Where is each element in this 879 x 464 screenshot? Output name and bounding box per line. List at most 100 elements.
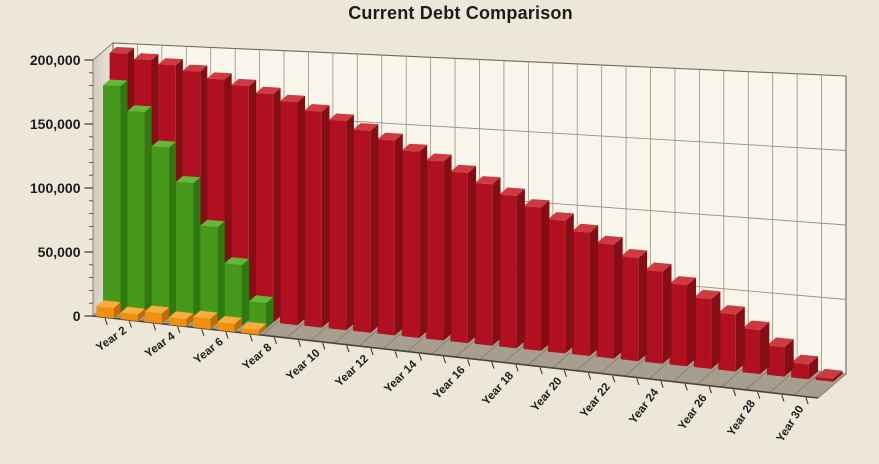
orange-series-bar-year-7 xyxy=(241,321,267,335)
red-series-bar-year-13 xyxy=(401,143,428,338)
x-tick xyxy=(636,378,640,386)
bar-front-face xyxy=(450,171,468,344)
bar-top-face xyxy=(224,257,250,266)
bar-front-face xyxy=(217,322,235,332)
bar-side-face xyxy=(443,154,452,341)
floor-right-edge xyxy=(817,373,847,399)
bar-side-face xyxy=(638,250,648,362)
x-tick xyxy=(660,381,664,388)
bar-side-face xyxy=(248,79,257,320)
x-tick xyxy=(708,386,712,394)
red-series-bar-year-24 xyxy=(669,276,696,367)
bar-front-face xyxy=(474,183,493,346)
bar-top-face xyxy=(547,212,574,221)
bar-front-face xyxy=(175,182,194,321)
bar-side-face xyxy=(589,225,599,356)
bar-top-face xyxy=(158,58,183,66)
bar-front-face xyxy=(200,225,218,324)
bar-front-face xyxy=(377,139,395,336)
bar-top-face xyxy=(693,289,721,300)
red-series-bar-year-26 xyxy=(718,305,745,372)
red-series-bar-year-11 xyxy=(353,123,379,333)
green-series-bar-year-4 xyxy=(175,176,201,321)
x-tick xyxy=(273,337,277,345)
bar-side-face xyxy=(273,87,281,323)
bar-top-face xyxy=(450,164,477,173)
bar-top-face xyxy=(499,187,525,196)
red-series-bar-year-14 xyxy=(426,153,452,341)
bar-front-face xyxy=(620,256,639,362)
bar-top-face xyxy=(200,219,225,228)
bar-top-face xyxy=(217,316,242,325)
y-tick-label: 100,000 xyxy=(30,180,81,196)
bar-top-face xyxy=(103,79,128,87)
bar-front-face xyxy=(499,194,517,349)
bar-side-face xyxy=(144,106,152,316)
green-series-bar-year-1 xyxy=(103,79,128,313)
orange-series-bar-year-5 xyxy=(193,310,218,330)
bar-side-face xyxy=(565,213,574,354)
x-tick xyxy=(177,326,181,334)
bar-front-face xyxy=(426,160,444,341)
bar-top-face xyxy=(151,140,176,148)
bar-top-face xyxy=(96,300,121,309)
y-tick-label: 200,000 xyxy=(30,52,81,68)
bar-side-face xyxy=(346,114,354,331)
x-tick xyxy=(684,383,688,391)
bar-side-face xyxy=(224,73,232,318)
red-series-bar-year-23 xyxy=(645,262,672,364)
bar-side-face xyxy=(833,370,843,382)
bar-side-face xyxy=(808,356,819,380)
green-series-bar-year-6 xyxy=(224,257,250,326)
bar-top-face xyxy=(255,86,281,95)
green-series-bar-year-3 xyxy=(151,140,176,318)
red-series-bar-year-18 xyxy=(523,199,550,351)
bar-top-face xyxy=(669,276,696,286)
bar-front-face xyxy=(596,243,614,359)
bar-side-face xyxy=(394,133,403,336)
bar-top-face xyxy=(241,321,267,331)
bar-top-face xyxy=(207,72,232,80)
bar-top-face xyxy=(572,223,599,233)
orange-series-bar-year-6 xyxy=(217,316,242,332)
bar-front-face xyxy=(523,206,541,351)
floor xyxy=(93,299,846,398)
x-tick xyxy=(563,370,567,377)
orange-series-bar-year-3 xyxy=(144,305,170,324)
x-tick xyxy=(394,350,398,358)
bar-front-face xyxy=(224,263,242,326)
x-tick xyxy=(539,367,543,375)
bar-top-face xyxy=(596,235,623,245)
bar-side-face xyxy=(492,177,501,346)
bar-side-face xyxy=(760,322,770,375)
red-series-bar-year-12 xyxy=(377,132,403,336)
bar-front-face xyxy=(127,111,145,316)
bar-side-face xyxy=(541,200,550,351)
green-series-bar-year-7 xyxy=(248,295,274,329)
bar-front-face xyxy=(791,362,809,380)
x-tick xyxy=(587,372,592,380)
bar-front-face xyxy=(120,312,138,322)
bar-front-face xyxy=(248,301,266,329)
bar-front-face xyxy=(401,150,420,338)
x-tick xyxy=(346,345,350,353)
bar-top-face xyxy=(377,132,403,141)
bar-top-face xyxy=(645,262,672,272)
bar-top-face xyxy=(134,53,159,60)
y-tick-label: 50,000 xyxy=(38,244,81,260)
bar-front-face xyxy=(718,312,736,372)
x-tick xyxy=(104,318,108,326)
bar-side-face xyxy=(120,80,128,313)
bar-front-face xyxy=(693,297,712,369)
bar-side-face xyxy=(614,237,623,359)
bar-front-face xyxy=(304,110,322,328)
x-tick xyxy=(370,348,374,356)
chart-title: Current Debt Comparison xyxy=(348,3,573,23)
bar-front-face xyxy=(193,316,211,330)
bar-front-face xyxy=(144,311,163,324)
floor-front-edge xyxy=(92,315,819,399)
x-tick xyxy=(732,389,737,397)
bar-front-face xyxy=(572,231,590,356)
x-tick xyxy=(418,353,422,361)
bar-side-face xyxy=(217,221,225,324)
